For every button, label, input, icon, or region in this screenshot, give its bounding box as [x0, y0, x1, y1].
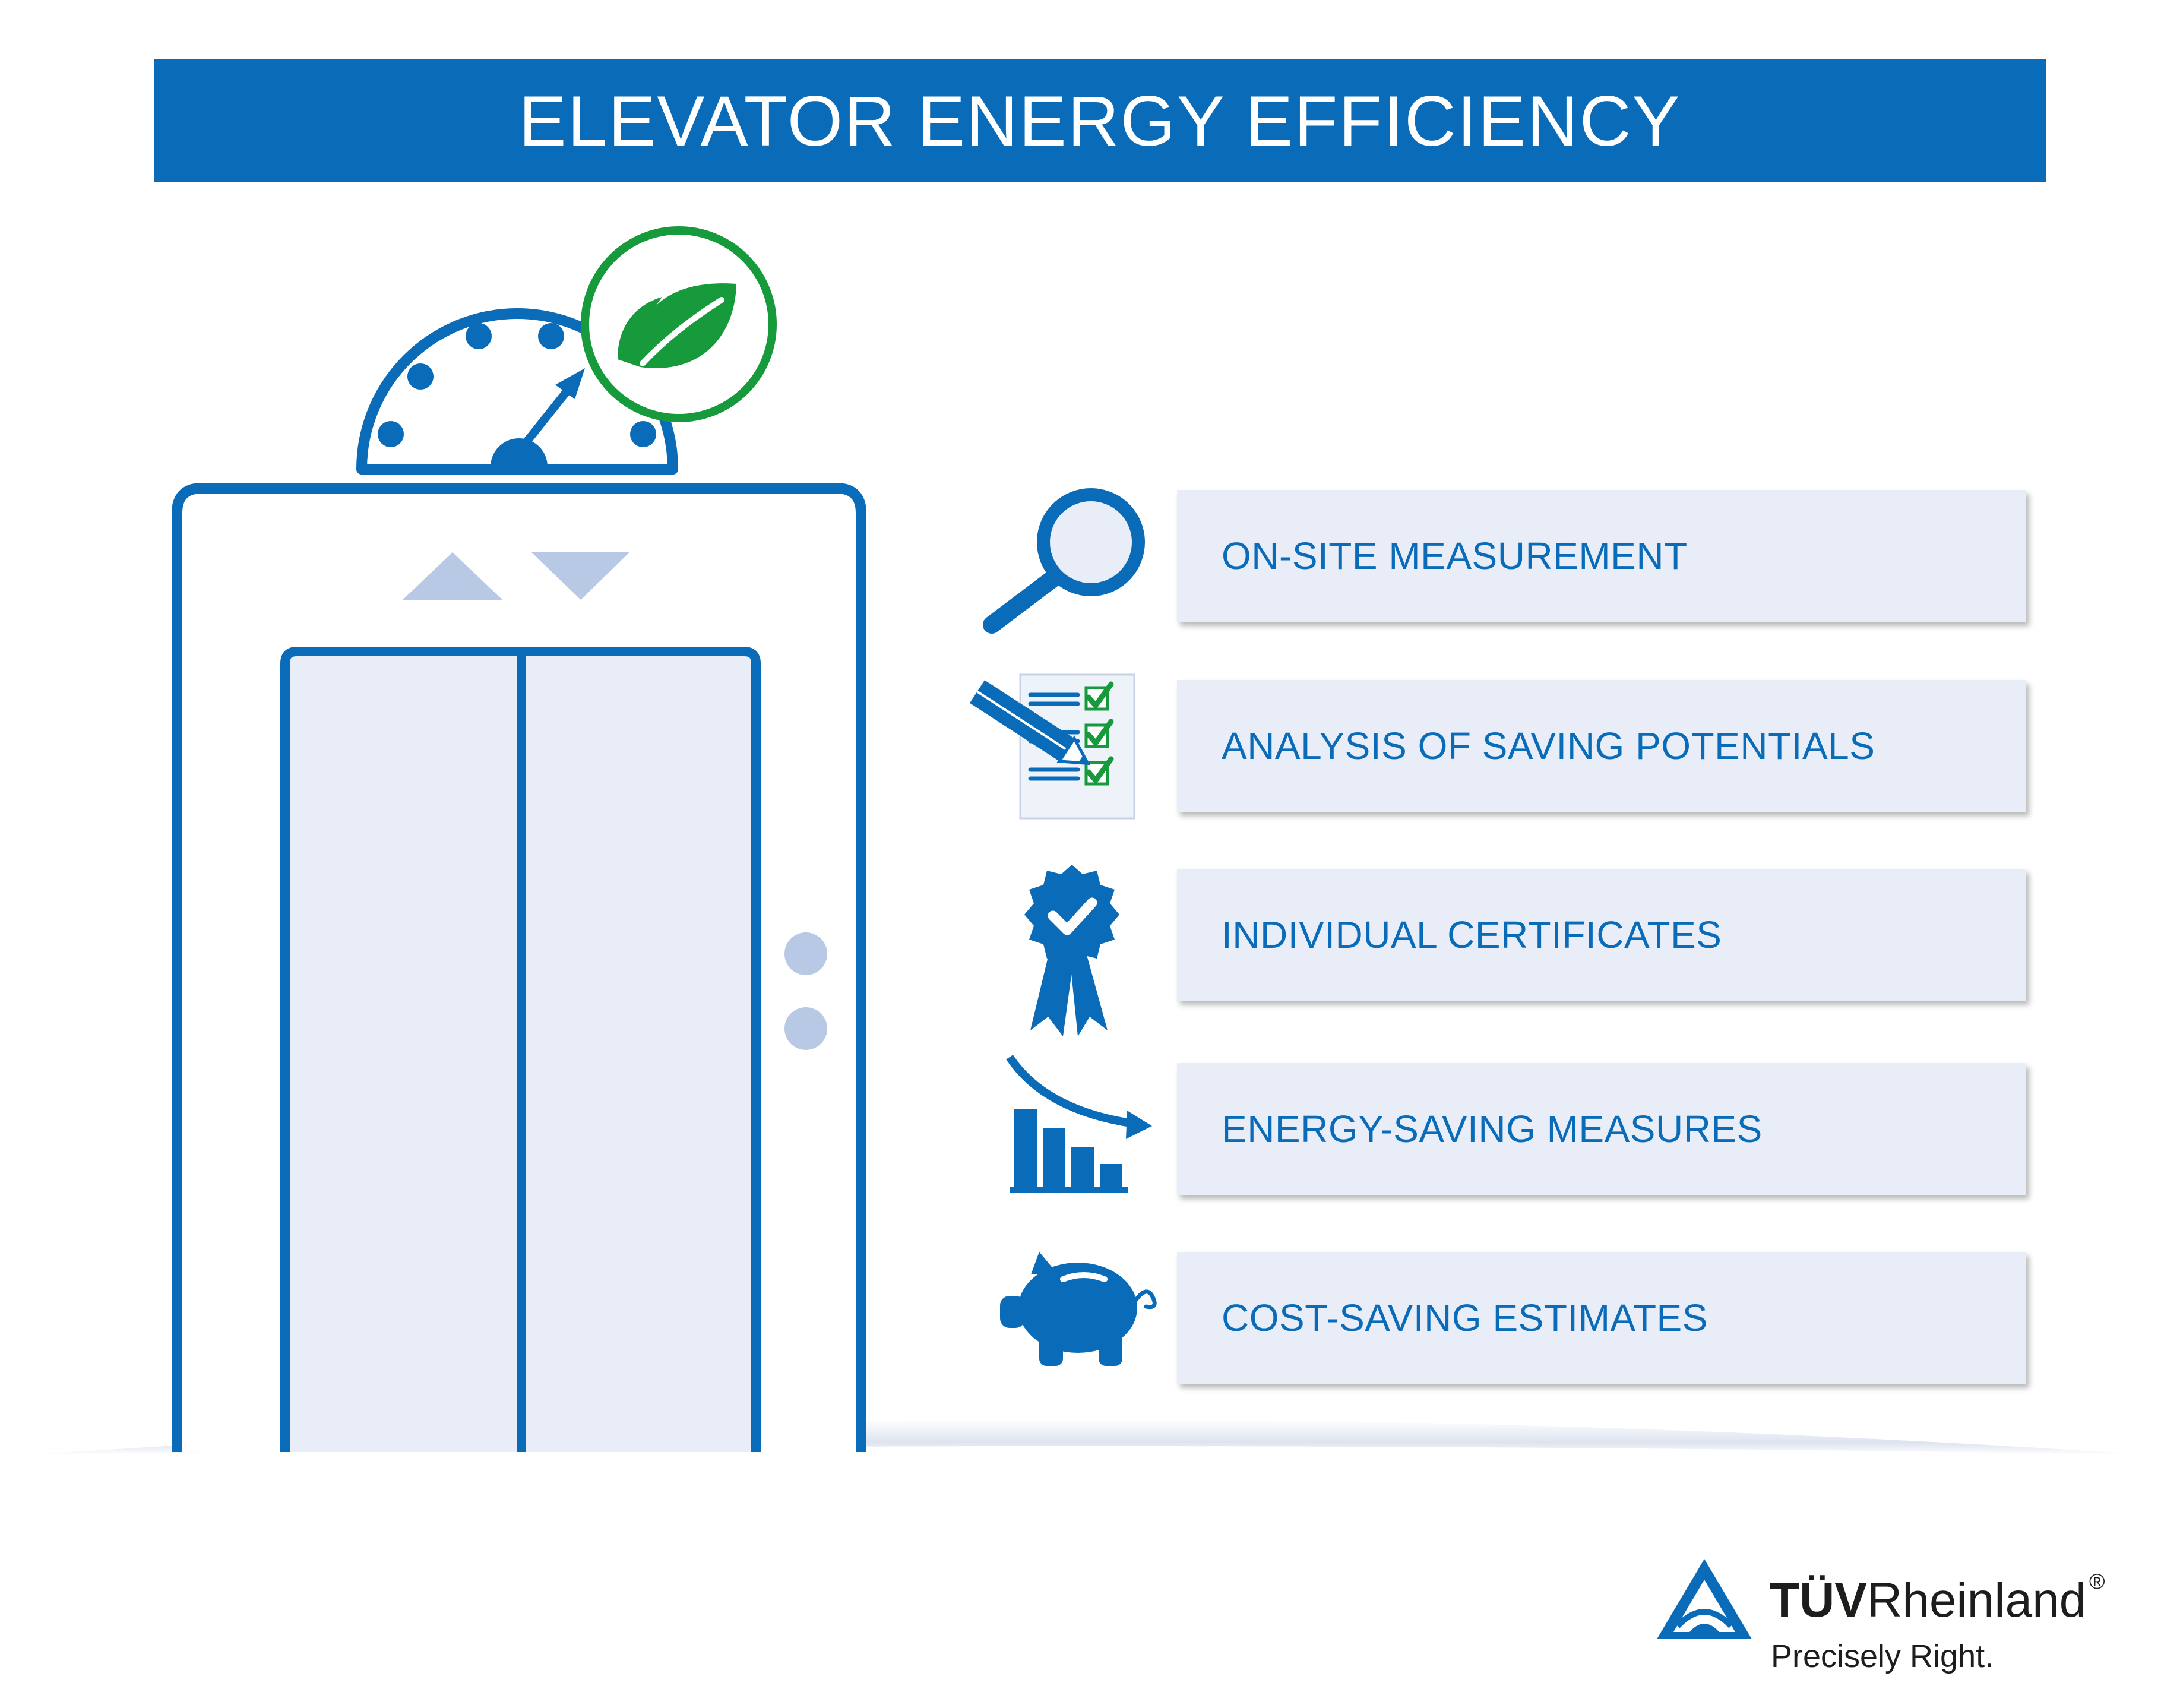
item-label: ON-SITE MEASUREMENT — [1222, 534, 1688, 577]
item-label: ANALYSIS OF SAVING POTENTIALS — [1222, 725, 1875, 767]
list-item: COST-SAVING ESTIMATES — [1177, 1252, 2026, 1384]
list-item: INDIVIDUAL CERTIFICATES — [1177, 869, 2026, 1001]
brand-tagline: Precisely Right. — [1771, 1639, 1994, 1674]
list-item: ON-SITE MEASUREMENT — [1177, 490, 2026, 622]
declining-bars-icon — [1006, 1055, 1152, 1193]
triangle-logo-icon — [1657, 1559, 1752, 1639]
title-banner: ELEVATOR ENERGY EFFICIENCY — [154, 59, 2046, 182]
down-arrow-indicator — [531, 552, 629, 600]
award-badge-icon — [1024, 865, 1119, 1036]
list-item: ANALYSIS OF SAVING POTENTIALS — [1177, 680, 2026, 812]
eco-leaf-icon — [581, 226, 777, 422]
tuv-rheinland-logo: TÜVRheinland ® Precisely Right. — [1654, 1556, 2129, 1693]
elevator-doors — [280, 647, 761, 1452]
list-item: ENERGY-SAVING MEASURES — [1177, 1063, 2026, 1195]
page-title: ELEVATOR ENERGY EFFICIENCY — [518, 81, 1681, 161]
call-button-down — [784, 1007, 827, 1050]
brand-name-regular: Rheinland — [1867, 1573, 2087, 1627]
registered-mark: ® — [2089, 1569, 2105, 1593]
call-button-up — [784, 932, 827, 975]
piggy-bank-icon — [1000, 1252, 1157, 1366]
brand-name: TÜVRheinland — [1770, 1573, 2086, 1628]
item-label: INDIVIDUAL CERTIFICATES — [1222, 913, 1722, 956]
item-label: COST-SAVING ESTIMATES — [1222, 1296, 1708, 1339]
checklist-icon — [969, 673, 1135, 820]
up-arrow-indicator — [403, 552, 502, 600]
item-label: ENERGY-SAVING MEASURES — [1222, 1108, 1763, 1150]
brand-name-bold: TÜV — [1770, 1573, 1867, 1627]
magnifier-icon — [983, 488, 1145, 634]
